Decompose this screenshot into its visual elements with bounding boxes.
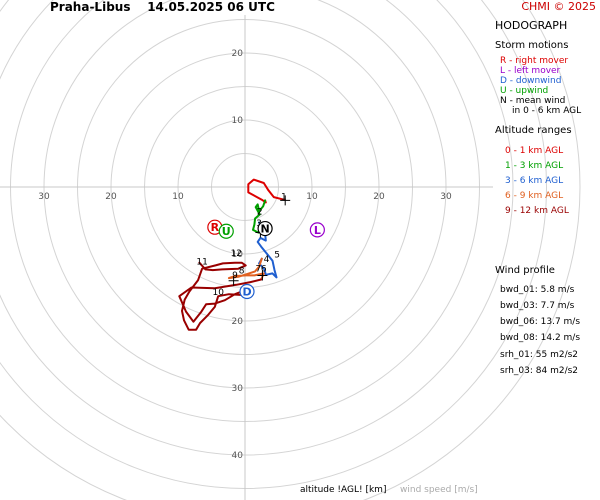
series-line-1 [247,178,285,204]
axis-tick-labels: 30 20 10 10 20 30 20 10 10 20 30 40 [38,49,452,461]
x-tick-label: 10 [172,192,184,202]
bwd-01-value: bwd_01: 5.8 m/s [500,285,575,295]
wind-profile-title: Wind profile [495,265,555,276]
storm-motion-circle [309,222,325,238]
storm-motion-circle [218,223,234,239]
x-tick-label: 30 [38,192,50,202]
storm-motions-title: Storm motions [495,40,569,51]
series-line-4 [227,257,265,281]
height-label: 6 [261,264,267,274]
height-label: 2 [257,207,263,217]
storm-motion-markers: R U N L D [207,219,325,300]
storm-motion-left-mover: L - left mover [500,66,561,76]
storm-motion-letter: R [211,221,220,234]
wind-speed-unit-label: wind speed [m/s] [400,485,478,495]
height-label: 4 [264,255,270,265]
storm-motion-letter: L [314,224,321,237]
y-tick-label: 10 [232,116,244,126]
height-label: 10 [212,288,224,298]
y-tick-label: 30 [232,384,244,394]
x-tick-label: 30 [440,192,452,202]
y-tick-label: 10 [232,250,244,260]
legend-title: HODOGRAPH [495,19,568,32]
storm-motion-letter: U [222,225,231,238]
cross-marker [228,275,239,286]
credit-label: CHMI © 2025 [521,0,596,13]
altitude-range-1-3: 1 - 3 km AGL [505,161,564,171]
x-tick-label: 20 [373,192,385,202]
altitude-ranges-title: Altitude ranges [495,125,572,136]
height-label: 8 [239,266,245,276]
axes [0,15,493,500]
height-label: 5 [274,250,280,260]
height-label: 7 [256,264,262,274]
altitude-range-6-9: 6 - 9 km AGL [505,191,564,201]
speed-ring-50 [0,0,581,500]
chart-title-line: Praha-Libus 14.05.2025 06 UTC [50,0,275,14]
y-tick-label: 40 [232,451,244,461]
x-tick-label: 10 [306,192,318,202]
y-tick-label: 20 [232,317,244,327]
station-name: Praha-Libus [50,0,131,14]
storm-motion-letter: D [242,286,251,299]
cross-marker [280,195,291,206]
series-line-3 [256,221,278,279]
legend-panel: HODOGRAPH Storm motions R - right mover … [493,0,600,500]
mean-wind-continuation: in 0 - 6 km AGL [512,106,582,116]
storm-motion-mean-wind: N - mean wind [500,96,566,106]
sounding-datetime: 14.05.2025 06 UTC [147,0,275,14]
storm-motion-letter: N [260,223,269,236]
series-line-5 [178,261,263,331]
height-label: 11 [196,258,207,268]
altitude-unit-label: altitude !AGL! [km] [300,485,387,495]
altitude-range-9-12: 9 - 12 km AGL [505,206,569,216]
storm-motion-circle [257,220,273,237]
srh-01-value: srh_01: 55 m2/s2 [500,350,579,360]
srh-03-value: srh_03: 84 m2/s2 [500,366,579,376]
height-label: 1 [281,193,287,203]
altitude-range-0-1: 0 - 1 km AGL [505,146,564,156]
height-label: 12 [231,249,242,259]
y-tick-label: 20 [232,49,244,59]
x-tick-label: 20 [105,192,117,202]
speed-ring-45 [0,0,547,489]
bwd-08-value: bwd_08: 14.2 m/s [500,333,581,343]
height-label: 3 [256,219,262,229]
altitude-range-3-6: 3 - 6 km AGL [505,176,564,186]
storm-motion-circle [239,283,255,300]
bwd-03-value: bwd_03: 7.7 m/s [500,301,575,311]
storm-motion-right-mover: R - right mover [500,56,569,66]
cross-marker [257,270,268,281]
storm-motion-upwind: U - upwind [500,86,549,96]
height-label: 9 [232,271,238,281]
bwd-06-value: bwd_06: 13.7 m/s [500,317,581,327]
storm-motion-downwind: D - downwind [500,76,562,86]
